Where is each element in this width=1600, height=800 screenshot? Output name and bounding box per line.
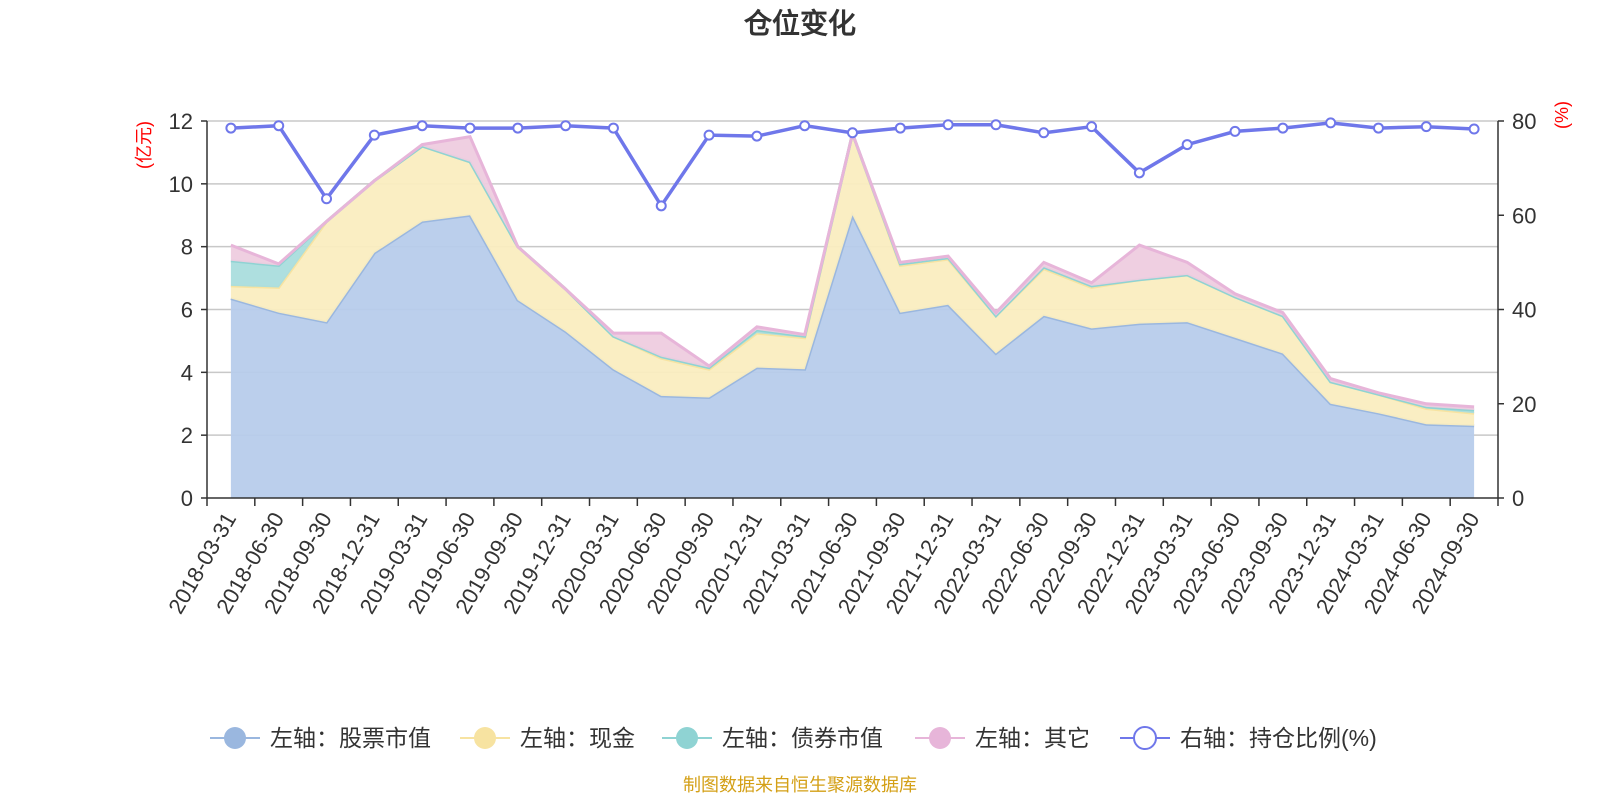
right-tick-label: 60: [1512, 203, 1536, 228]
ratio-point: [273, 120, 285, 132]
ratio-point: [942, 119, 954, 131]
left-tick-label: 8: [181, 235, 193, 260]
legend-item[interactable]: 左轴：其它: [915, 725, 1090, 751]
left-tick-label: 2: [181, 423, 193, 448]
right-axis-unit: (%): [1552, 101, 1572, 129]
legend-marker: [676, 727, 698, 749]
ratio-point: [703, 129, 715, 141]
ratio-point: [321, 193, 333, 205]
ratio-point: [751, 130, 763, 142]
left-tick-label: 4: [181, 360, 193, 385]
right-tick-label: 40: [1512, 298, 1536, 323]
legend-label: 左轴：现金: [520, 725, 635, 751]
legend-label: 左轴：股票市值: [270, 725, 431, 751]
legend-item[interactable]: 左轴：现金: [460, 725, 635, 751]
ratio-point: [655, 200, 667, 212]
legend[interactable]: 左轴：股票市值 左轴：现金 左轴：债券市值 左轴：其它 右轴：持仓比例(%): [210, 725, 1377, 751]
legend-marker: [1133, 726, 1157, 750]
left-axis-unit: (亿元): [134, 121, 154, 169]
ratio-point: [512, 122, 524, 134]
ratio-point: [1277, 122, 1289, 134]
ratio-point: [225, 122, 237, 134]
ratio-point: [1086, 121, 1098, 133]
area-fill: [230, 215, 1475, 499]
legend-marker: [224, 727, 246, 749]
ratio-point: [1181, 139, 1193, 151]
legend-marker: [474, 727, 496, 749]
right-tick-label: 0: [1512, 486, 1524, 511]
chart-title: 仓位变化: [744, 7, 856, 39]
ratio-point: [1038, 127, 1050, 139]
ratio-point: [607, 122, 619, 134]
left-tick-label: 6: [181, 298, 193, 323]
area-fill: [230, 133, 1475, 426]
legend-item[interactable]: 左轴：股票市值: [210, 725, 431, 751]
left-tick-label: 12: [169, 109, 193, 134]
legend-marker: [929, 727, 951, 749]
ratio-point: [1372, 122, 1384, 134]
ratio-point: [464, 122, 476, 134]
legend-label: 左轴：债券市值: [722, 725, 883, 751]
legend-label: 右轴：持仓比例(%): [1180, 725, 1377, 751]
area-series: [230, 128, 1475, 499]
ratio-point: [847, 127, 858, 139]
ratio-point: [1229, 125, 1241, 137]
ratio-point: [368, 129, 380, 141]
left-tick-label: 10: [169, 172, 193, 197]
ratio-point: [560, 120, 572, 132]
ratio-point: [799, 120, 811, 132]
ratio-point: [1133, 167, 1145, 179]
ratio-point: [990, 119, 1002, 131]
source-note: 制图数据来自恒生聚源数据库: [683, 775, 917, 795]
legend-item[interactable]: 左轴：债券市值: [662, 725, 883, 751]
ratio-point: [894, 122, 906, 134]
ratio-point: [1325, 117, 1337, 129]
left-tick-label: 0: [181, 486, 193, 511]
legend-item[interactable]: 右轴：持仓比例(%): [1120, 725, 1377, 751]
ratio-point: [416, 120, 428, 132]
ratio-series: [225, 117, 1480, 212]
right-tick-label: 20: [1512, 392, 1536, 417]
right-tick-label: 80: [1512, 109, 1536, 134]
ratio-point: [1468, 123, 1480, 135]
legend-label: 左轴：其它: [975, 725, 1090, 751]
ratio-point: [1420, 121, 1432, 133]
